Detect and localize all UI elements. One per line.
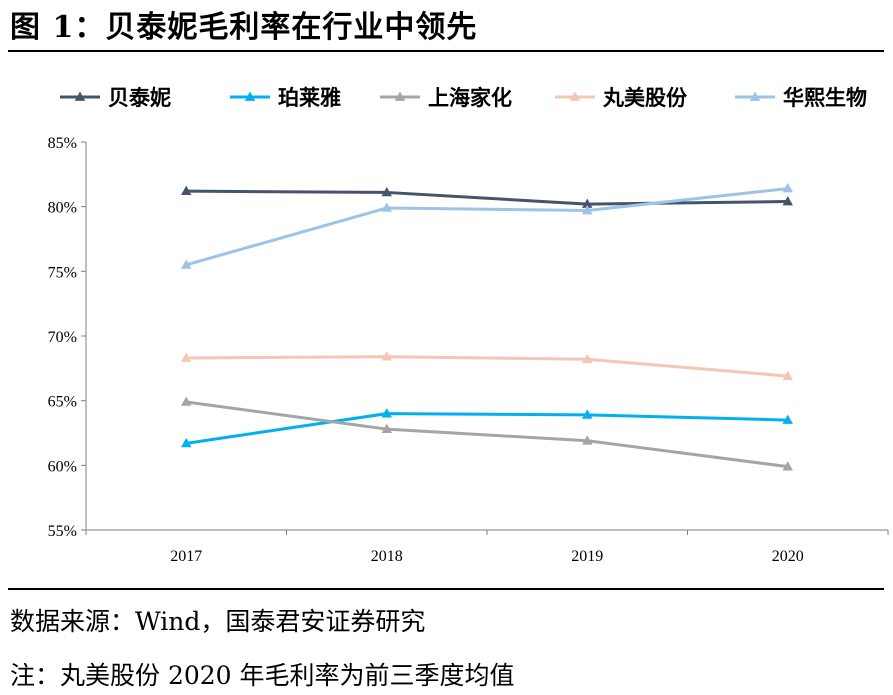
x-tick-label: 2018 [371, 548, 403, 565]
legend-label: 上海家化 [428, 85, 512, 110]
footnote: 注：丸美股份 2020 年毛利率为前三季度均值 [10, 661, 515, 690]
title-rule [8, 50, 884, 52]
data-point [582, 205, 593, 215]
data-point [582, 353, 593, 364]
legend-marker [394, 91, 406, 101]
legend-label: 珀莱雅 [278, 85, 341, 110]
data-point [381, 423, 392, 433]
legend-marker [74, 91, 86, 101]
figure-title: 图 1：贝泰妮毛利率在行业中领先 [10, 10, 478, 45]
x-tick-label: 2017 [170, 548, 202, 565]
data-point [381, 351, 392, 361]
y-tick-label: 60% [48, 458, 77, 475]
data-point [782, 195, 793, 206]
series-line [186, 400, 788, 469]
data-point [381, 408, 392, 418]
series-line [186, 412, 788, 445]
y-tick-label: 75% [48, 264, 77, 281]
data-point [181, 185, 192, 195]
data-point [582, 435, 593, 445]
series-line [186, 355, 788, 378]
data-point [181, 396, 192, 406]
plot-area [181, 183, 793, 471]
legend-marker [244, 91, 256, 101]
x-tick-label: 2020 [772, 548, 804, 565]
legend-label: 华熙生物 [783, 85, 867, 110]
y-tick-label: 85% [48, 135, 77, 152]
y-tick-label: 65% [48, 394, 77, 411]
data-point [381, 202, 392, 212]
legend-marker [749, 91, 761, 101]
chart-axes: 55% 60% 65% 70% 75% 80% 85% 2017 2018 2019 2020 [48, 135, 889, 565]
data-point [181, 437, 192, 448]
data-point [381, 186, 392, 197]
data-point [181, 259, 192, 269]
source-note: 数据来源：Wind，国泰君安证券研究 [10, 607, 426, 636]
data-point [782, 461, 793, 471]
y-tick-label: 55% [48, 523, 77, 540]
y-tick-label: 70% [48, 329, 77, 346]
data-point [782, 414, 793, 424]
legend-label: 丸美股份 [602, 85, 688, 110]
data-point [782, 183, 793, 193]
series-line [185, 187, 788, 267]
data-point [582, 409, 593, 419]
data-point [582, 198, 593, 208]
footer-rule [8, 588, 884, 590]
line-chart: 贝泰妮 珀莱雅 上海家化 丸美股份 华熙生物 55% 60% 65% 70% 75% 80% 85%… [48, 85, 889, 565]
data-point [782, 370, 793, 380]
legend-label: 贝泰妮 [108, 85, 171, 110]
x-tick-label: 2019 [571, 548, 603, 565]
y-tick-label: 80% [48, 200, 77, 217]
chart-legend: 贝泰妮 珀莱雅 上海家化 丸美股份 华熙生物 [60, 85, 867, 110]
legend-marker [569, 91, 581, 101]
series-line [186, 189, 788, 206]
data-point [181, 352, 192, 362]
